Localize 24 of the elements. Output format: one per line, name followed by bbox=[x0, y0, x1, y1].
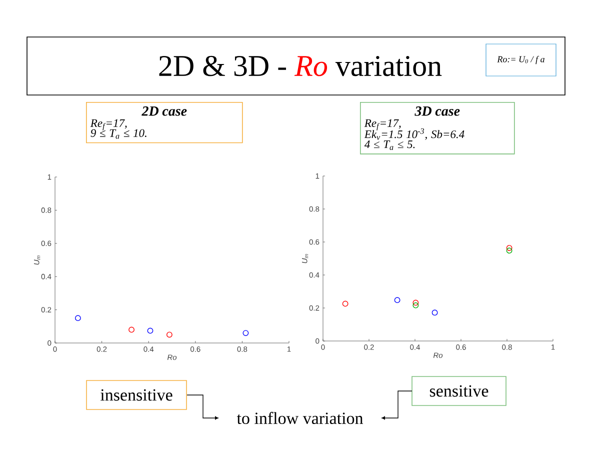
point bbox=[506, 248, 512, 254]
text: Re$_{f}$=17, bbox=[90, 119, 127, 130]
text: sensitive bbox=[430, 385, 488, 397]
chart-title: 3D case bbox=[414, 106, 460, 116]
point bbox=[394, 297, 400, 304]
text: insensitive bbox=[100, 389, 172, 401]
point bbox=[342, 300, 348, 307]
point bbox=[412, 302, 419, 308]
point bbox=[147, 328, 154, 334]
point bbox=[242, 330, 249, 336]
chart-title: 2D case bbox=[142, 106, 187, 116]
text: Re$_{f}$=17, bbox=[364, 119, 401, 130]
text: Ek$_{v}$=1.5 10$^{-3}$, Sb=6.4 bbox=[364, 128, 464, 140]
text: Ro:= U$_{0}$ / f a bbox=[497, 56, 544, 64]
point bbox=[412, 300, 419, 306]
text: to inflow variation bbox=[236, 412, 364, 424]
point bbox=[432, 310, 438, 316]
text: 2D & 3D - Ro variation bbox=[159, 56, 442, 76]
point bbox=[128, 326, 134, 333]
point bbox=[74, 315, 81, 322]
point bbox=[506, 244, 512, 251]
text: 9 ≤ T$_{a}$ ≤ 10. bbox=[90, 129, 146, 139]
text: 4 ≤ T$_{a}$ ≤ 5. bbox=[364, 140, 415, 150]
point bbox=[166, 332, 172, 338]
